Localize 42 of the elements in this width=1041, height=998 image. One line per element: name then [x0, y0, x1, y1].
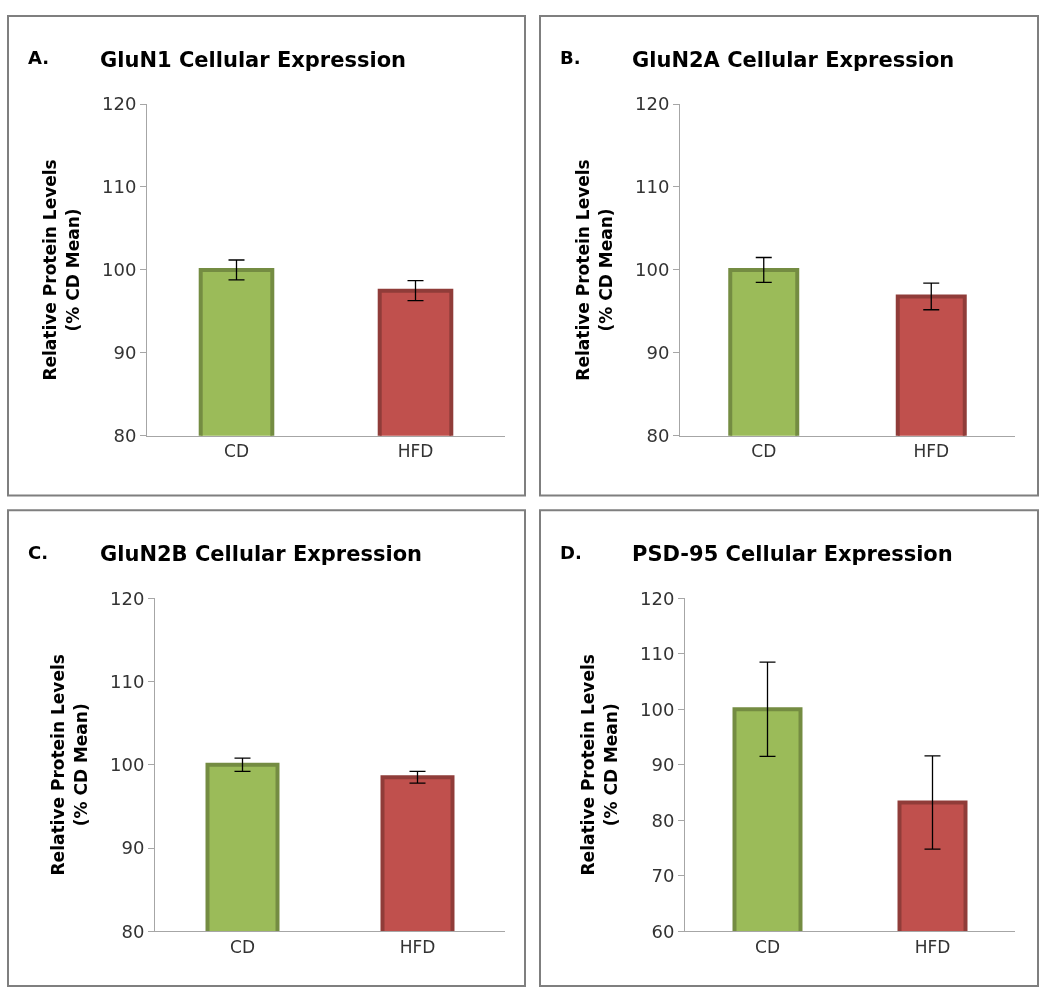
text: A.	[28, 47, 50, 68]
y-tick-label: 110	[102, 176, 137, 198]
chart-title: PSD-95 Cellular Expression	[632, 542, 953, 566]
y-tick-label: 120	[110, 587, 145, 609]
x-tick-label: CD	[751, 441, 777, 462]
y-tick-label: 80	[651, 809, 675, 831]
x-tick-label: CD	[755, 936, 780, 957]
y-tick-label: 80	[121, 920, 145, 942]
x-tick-label: HFD	[914, 936, 951, 957]
text: B.	[560, 47, 581, 68]
x-tick-label: CD	[224, 441, 249, 462]
y-axis-title: Relative Protein Levels (% CD Mean)	[40, 159, 83, 381]
chart-title: GluN2B Cellular Expression	[100, 542, 423, 566]
text: D.	[560, 542, 582, 563]
text: C.	[28, 542, 49, 563]
y-tick-label: 100	[640, 698, 675, 720]
y-tick-label: 80	[646, 425, 670, 447]
chart-title: GluN2A Cellular Expression	[632, 48, 955, 72]
y-tick-label: 110	[635, 176, 670, 198]
x-tick-label: HFD	[397, 441, 434, 462]
y-tick-label: 60	[651, 920, 675, 942]
y-tick-label: 100	[635, 259, 670, 281]
chart-title: GluN1 Cellular Expression	[100, 48, 407, 72]
y-tick-label: 80	[113, 425, 137, 447]
x-tick-label: HFD	[399, 936, 436, 957]
y-axis-title: Relative Protein Levels (% CD Mean)	[48, 654, 91, 876]
y-tick-label: 90	[646, 342, 670, 364]
y-axis-title: Relative Protein Levels (% CD Mean)	[573, 159, 616, 381]
y-tick-label: 100	[110, 754, 145, 776]
y-tick-label: 120	[635, 93, 670, 115]
y-tick-label: 90	[651, 754, 675, 776]
y-tick-label: 120	[102, 93, 137, 115]
y-tick-label: 90	[121, 837, 145, 859]
y-tick-label: 120	[640, 587, 675, 609]
x-tick-label: HFD	[913, 441, 950, 462]
y-tick-label: 100	[102, 259, 137, 281]
x-tick-label: CD	[230, 936, 255, 957]
y-axis-title: Relative Protein Levels (% CD Mean)	[578, 654, 621, 876]
y-tick-label: 110	[110, 670, 145, 692]
y-tick-label: 110	[640, 643, 675, 665]
y-tick-label: 90	[113, 342, 137, 364]
y-tick-label: 70	[651, 865, 675, 887]
